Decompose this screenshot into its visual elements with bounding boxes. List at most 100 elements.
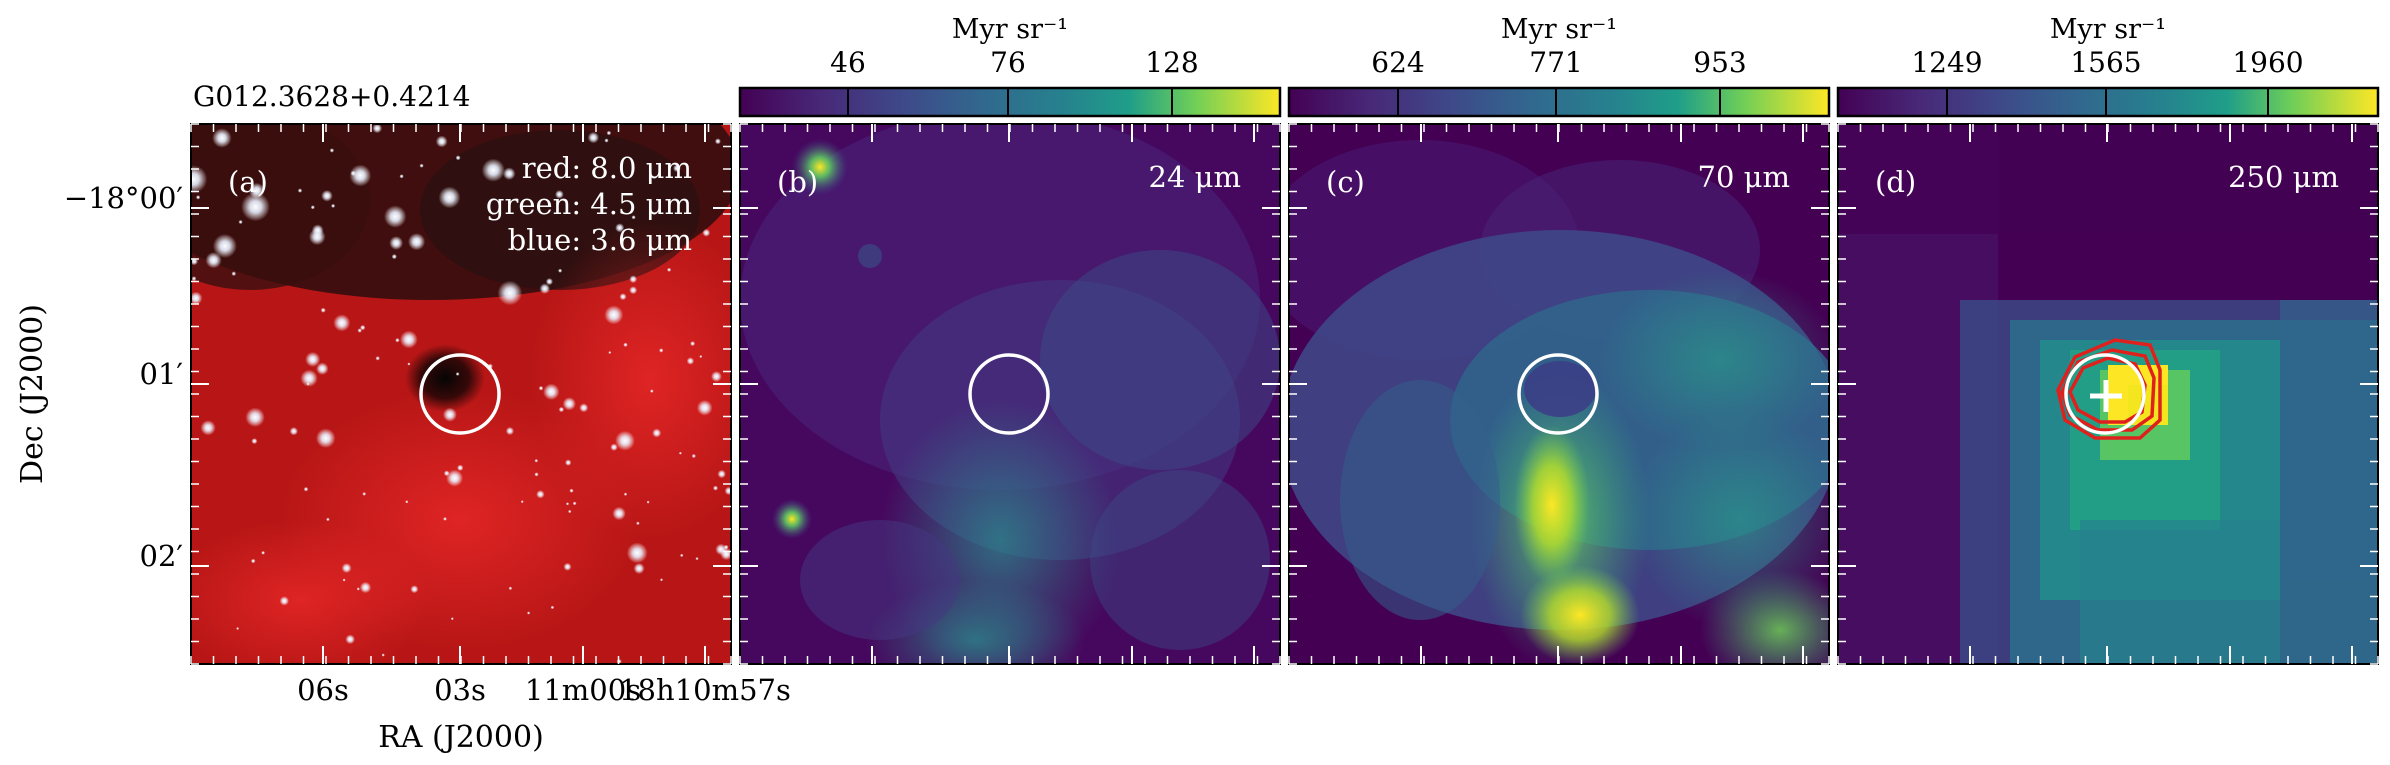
star — [329, 148, 335, 153]
star — [646, 500, 650, 504]
star — [389, 236, 404, 250]
star — [435, 135, 448, 148]
star — [667, 267, 672, 272]
star — [629, 286, 638, 295]
star — [407, 362, 411, 366]
star — [391, 254, 397, 260]
panel-b-aperture — [968, 353, 1050, 435]
colorbar-b-tick-1: 46 — [830, 46, 866, 79]
star — [534, 472, 539, 477]
star — [538, 385, 544, 391]
star — [497, 280, 523, 306]
star — [356, 587, 360, 591]
star — [572, 501, 577, 506]
star — [619, 293, 627, 301]
panel-d-aperture — [2064, 353, 2146, 435]
star — [443, 470, 450, 477]
star — [565, 502, 570, 506]
star — [550, 605, 555, 610]
panel-c-band: 70 μm — [1698, 160, 1790, 194]
star — [636, 521, 640, 526]
star — [714, 138, 721, 145]
star — [443, 517, 447, 521]
star — [558, 268, 563, 273]
star — [195, 195, 201, 200]
ra-tick-2: 03s — [434, 673, 486, 707]
colorbar-c: Myr sr⁻¹ 624 771 953 — [1287, 14, 1831, 118]
star — [279, 596, 289, 606]
panel-a-aperture — [419, 353, 501, 435]
star — [623, 492, 628, 496]
ra-tick-4: 18h10m57s — [619, 673, 791, 707]
colorbar-c-unit: Myr sr⁻¹ — [1501, 14, 1617, 45]
colorbar-d-tick-2: 1565 — [2070, 46, 2141, 79]
star — [350, 170, 356, 176]
panel-b-ticks — [739, 123, 1281, 665]
star — [696, 400, 713, 416]
panel-d-ticks — [1837, 123, 2379, 665]
star — [579, 403, 589, 413]
panel-c-aperture — [1517, 353, 1599, 435]
star — [565, 459, 572, 466]
star — [543, 383, 560, 400]
star — [562, 397, 576, 411]
star — [702, 228, 711, 237]
star — [321, 190, 333, 202]
star — [289, 427, 298, 436]
star — [300, 369, 318, 387]
colorbar-b-unit: Myr sr⁻¹ — [952, 14, 1068, 45]
panel-a-legend-red: red: 8.0 μm — [522, 151, 692, 185]
star — [558, 406, 565, 413]
star — [680, 553, 684, 558]
panel-d-peak-marker — [2090, 380, 2122, 412]
star — [660, 578, 663, 582]
star — [212, 234, 237, 258]
ra-tick-3: 11m00s — [525, 673, 641, 707]
star — [446, 469, 464, 487]
star — [341, 563, 352, 574]
panel-d-band: 250 μm — [2228, 160, 2339, 194]
colorbar-b: Myr sr⁻¹ 46 76 128 — [738, 14, 1282, 118]
star — [297, 188, 303, 193]
star — [455, 372, 460, 376]
star — [604, 138, 609, 143]
star — [569, 488, 574, 493]
star — [375, 356, 380, 361]
source-name: G012.3628+0.4214 — [193, 80, 470, 113]
star — [408, 233, 426, 251]
x-axis-label: RA (J2000) — [378, 720, 544, 755]
star — [450, 617, 454, 621]
star — [410, 585, 419, 594]
star — [261, 550, 265, 555]
star — [399, 174, 404, 179]
panel-b-letter: (b) — [777, 165, 818, 199]
panel-d-image — [1838, 124, 2378, 664]
panel-b: (b) 24 μm — [739, 123, 1281, 665]
panel-a-image — [191, 124, 731, 664]
colorbar-c-tick-1: 624 — [1371, 46, 1424, 79]
star — [568, 509, 572, 514]
star — [608, 351, 612, 354]
star — [606, 130, 612, 136]
star — [326, 517, 330, 522]
star — [342, 578, 346, 582]
star — [615, 430, 635, 451]
colorbar-d-unit: Myr sr⁻¹ — [2050, 14, 2166, 45]
star — [629, 275, 638, 284]
star — [631, 215, 636, 220]
star — [545, 278, 554, 286]
panel-c-image — [1289, 124, 1829, 664]
star — [715, 543, 727, 556]
panel-b-image — [740, 124, 1280, 664]
colorbar-c-tick-2: 771 — [1529, 46, 1582, 79]
star — [205, 252, 222, 269]
star — [713, 485, 718, 491]
star — [615, 223, 625, 233]
star — [362, 492, 367, 496]
star — [724, 486, 731, 496]
star — [236, 627, 240, 630]
star — [191, 291, 203, 305]
star — [612, 506, 626, 521]
star — [315, 428, 336, 449]
